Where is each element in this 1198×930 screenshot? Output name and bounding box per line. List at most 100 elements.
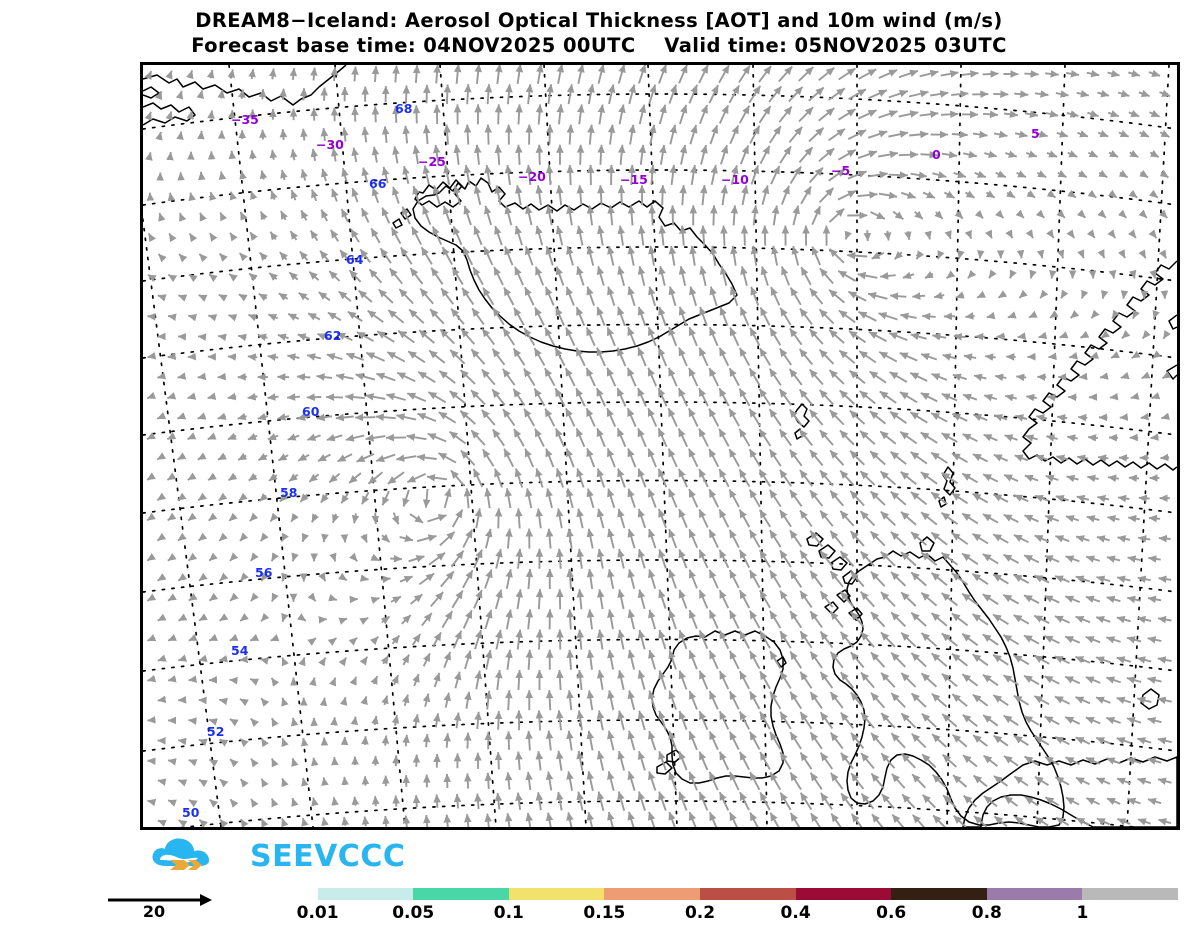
wind-arrow xyxy=(637,347,647,367)
wind-arrow xyxy=(658,265,666,286)
wind-arrow xyxy=(729,125,740,145)
wind-arrow xyxy=(505,568,513,589)
wind-arrow xyxy=(586,609,595,630)
wind-arrow xyxy=(930,612,948,627)
wind-arrow xyxy=(208,273,218,282)
wind-arrow xyxy=(145,151,153,161)
wind-arrow xyxy=(356,331,375,342)
wind-arrow xyxy=(462,569,474,589)
wind-arrow xyxy=(699,104,709,125)
wind-arrow xyxy=(422,733,431,748)
wind-arrow xyxy=(961,592,979,606)
wind-arrow xyxy=(250,592,259,602)
wind-arrow xyxy=(607,811,615,827)
wind-arrow xyxy=(412,185,421,205)
wind-arrow xyxy=(287,433,300,441)
wind-arrow xyxy=(880,712,896,729)
wind-arrow xyxy=(718,791,730,811)
map-plot-area[interactable]: −35 −30 −25 −20 −15 −10 −5 0 5 68 66 64 … xyxy=(140,62,1180,830)
wind-arrow xyxy=(1054,655,1071,665)
wind-arrow xyxy=(972,734,988,747)
wind-arrow xyxy=(409,513,424,524)
wind-arrow xyxy=(566,770,574,791)
wind-arrow xyxy=(576,144,585,165)
wind-arrow xyxy=(433,672,441,688)
wind-arrow xyxy=(789,529,803,548)
wind-arrow xyxy=(688,731,698,751)
wind-arrow xyxy=(464,650,472,670)
wind-arrow xyxy=(637,710,646,731)
wind-arrow xyxy=(920,511,938,526)
wind-arrow xyxy=(198,738,208,746)
wind-arrow xyxy=(924,230,932,240)
seevccc-logo[interactable] xyxy=(148,836,378,876)
wind-arrow xyxy=(902,271,915,279)
wind-arrow xyxy=(738,388,751,407)
wind-arrow xyxy=(616,387,627,407)
wind-arrow xyxy=(992,573,1009,585)
wind-arrow xyxy=(678,347,688,367)
wind-arrow xyxy=(974,170,987,179)
wind-arrow xyxy=(1044,594,1060,604)
wind-arrow xyxy=(229,718,239,727)
wind-arrow xyxy=(1005,229,1014,239)
wind-arrow xyxy=(494,589,503,610)
wind-arrow xyxy=(484,487,492,509)
wind-arrow xyxy=(387,471,405,485)
wind-arrow xyxy=(575,387,586,407)
wind-arrow xyxy=(993,90,1009,98)
wind-arrow xyxy=(1137,777,1152,785)
wind-arrow xyxy=(1107,515,1120,523)
wind-arrow xyxy=(868,331,888,343)
wind-arrow xyxy=(658,65,667,84)
wind-arrow xyxy=(900,551,917,567)
wind-arrow xyxy=(627,205,636,226)
wind-arrow xyxy=(941,592,958,607)
wind-arrow xyxy=(1086,797,1101,806)
wind-arrow xyxy=(390,595,402,604)
wind-arrow xyxy=(909,130,929,139)
wind-arrow xyxy=(818,67,835,82)
wind-arrow xyxy=(422,124,431,145)
wind-arrow xyxy=(1119,413,1129,421)
wind-arrow xyxy=(351,796,360,806)
wind-arrow xyxy=(556,184,564,206)
wind-arrow xyxy=(453,671,462,689)
wind-arrow xyxy=(410,593,423,605)
wind-arrow xyxy=(1044,715,1060,726)
wind-arrow xyxy=(880,551,896,567)
wind-arrow xyxy=(359,248,371,263)
wind-arrow xyxy=(576,225,584,246)
wind-arrow xyxy=(973,815,988,827)
wind-arrow xyxy=(771,245,779,266)
wind-arrow xyxy=(188,717,197,725)
aot-colorbar[interactable] xyxy=(222,888,1178,900)
wind-arrow xyxy=(1138,249,1147,259)
wind-arrow xyxy=(505,649,513,670)
wind-arrow xyxy=(371,795,380,807)
wind-arrow xyxy=(585,327,596,347)
wind-arrow xyxy=(933,291,945,300)
wind-arrow xyxy=(390,227,402,245)
wind-arrow xyxy=(411,226,422,245)
wind-arrow xyxy=(898,69,919,79)
wind-arrow xyxy=(627,609,636,630)
wind-arrow xyxy=(440,570,455,588)
wind-arrow xyxy=(941,432,958,443)
wind-arrow xyxy=(809,651,823,669)
wind-arrow xyxy=(1085,756,1101,765)
wind-arrow xyxy=(290,189,298,201)
wind-arrow xyxy=(545,245,554,266)
wind-arrow xyxy=(279,493,289,503)
wind-arrow xyxy=(962,433,978,443)
wind-arrow xyxy=(839,429,855,446)
wind-arrow xyxy=(1136,656,1152,664)
wind-arrow xyxy=(178,819,188,827)
wind-arrow xyxy=(596,508,605,529)
wind-arrow xyxy=(859,550,875,567)
wind-arrow xyxy=(596,266,605,286)
wind-arrow xyxy=(1060,289,1069,299)
wind-arrow xyxy=(386,393,406,401)
wind-arrow xyxy=(1097,494,1110,503)
wind-arrow xyxy=(915,250,925,260)
